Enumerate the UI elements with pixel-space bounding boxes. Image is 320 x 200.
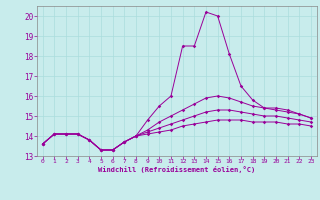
X-axis label: Windchill (Refroidissement éolien,°C): Windchill (Refroidissement éolien,°C) (98, 166, 255, 173)
